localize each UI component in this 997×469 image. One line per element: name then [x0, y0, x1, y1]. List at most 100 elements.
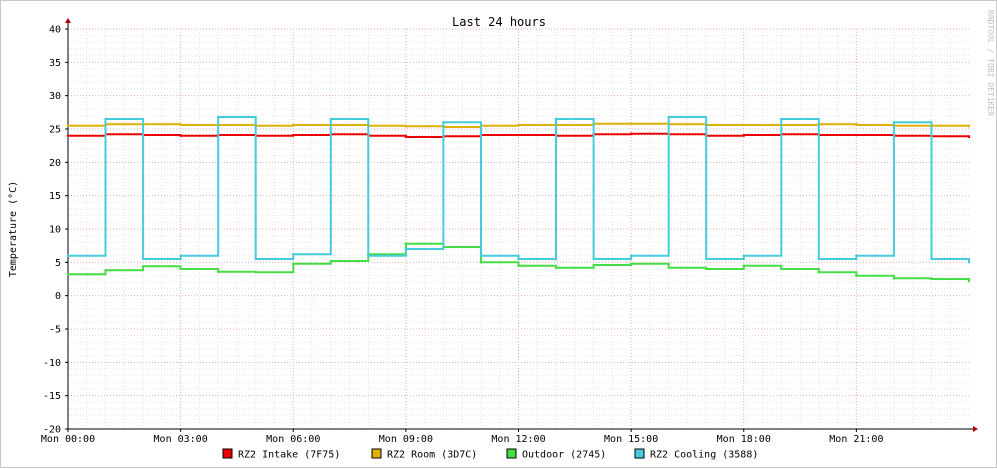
data-point [104, 269, 107, 272]
data-point [742, 123, 745, 127]
data-point [141, 265, 145, 268]
data-point [592, 257, 595, 261]
data-point [292, 262, 295, 265]
data-point [179, 134, 182, 137]
data-point [404, 242, 408, 245]
legend-label: RZ2 Cooling (3588) [650, 450, 758, 461]
y-tick-label: -10 [43, 358, 61, 369]
data-point [780, 267, 783, 271]
legend-swatch [371, 448, 382, 459]
y-tick-label: 30 [49, 91, 61, 102]
x-tick-label: Mon 18:00 [717, 434, 771, 445]
y-tick-label: 40 [49, 25, 61, 36]
x-axis-arrow [973, 426, 978, 432]
data-point [179, 267, 182, 271]
data-point [66, 134, 70, 137]
data-point [855, 133, 858, 137]
series-line [68, 116, 970, 263]
data-point [742, 254, 745, 257]
data-point [855, 274, 858, 277]
data-point [66, 124, 70, 127]
data-point [66, 254, 70, 257]
data-point [141, 257, 145, 261]
watermark: RRDTOOL / TOBI OETIKER [986, 10, 995, 116]
data-point [930, 277, 933, 281]
data-point [179, 254, 182, 257]
chart-title: Last 24 hours [452, 15, 546, 29]
data-point [554, 266, 558, 269]
x-tick-label: Mon 09:00 [379, 434, 433, 445]
data-point [216, 115, 220, 119]
axes [65, 18, 978, 432]
data-point [254, 271, 257, 274]
data-point [404, 247, 408, 251]
x-tick-label: Mon 00:00 [41, 434, 95, 445]
data-point [705, 267, 708, 271]
data-point [967, 279, 971, 283]
legend-swatch [222, 448, 233, 459]
data-point [629, 122, 633, 125]
data-point [179, 123, 182, 127]
y-tick-label: -15 [43, 391, 61, 402]
legend-swatch [506, 448, 517, 459]
data-point [517, 123, 520, 127]
data-point [855, 254, 858, 257]
data-point [967, 135, 971, 139]
data-point [629, 262, 633, 265]
grid [67, 28, 969, 430]
data-point [967, 261, 971, 264]
data-point [329, 259, 332, 263]
data-point [592, 263, 595, 267]
y-tick-label: 10 [49, 225, 61, 236]
data-point [292, 133, 295, 137]
y-tick-label: 5 [55, 258, 61, 269]
legend-swatch [634, 448, 645, 459]
x-tick-label: Mon 03:00 [154, 434, 208, 445]
legend: RZ2 Intake (7F75) RZ2 Room (3D7C) Outdoor … [222, 448, 758, 461]
data-point [517, 133, 520, 137]
legend-label: RZ2 Intake (7F75) [238, 450, 340, 461]
y-tick-label: 20 [49, 158, 61, 169]
y-axis-label: Temperature (°C) [8, 181, 19, 277]
x-tick-label: Mon 12:00 [491, 434, 545, 445]
y-tick-label: 35 [49, 58, 61, 69]
data-point [667, 115, 670, 119]
data-point [66, 273, 70, 276]
y-tick-label: -5 [49, 325, 61, 336]
legend-label: RZ2 Room (3D7C) [387, 450, 477, 461]
x-tick-label: Mon 15:00 [604, 434, 658, 445]
data-point [780, 117, 783, 121]
data-point [554, 117, 558, 121]
x-tick-label: Mon 06:00 [266, 434, 320, 445]
data-point [254, 257, 257, 261]
x-tick-label: Mon 21:00 [829, 434, 883, 445]
data-point [930, 257, 933, 261]
data-point [629, 132, 633, 135]
series-lines [66, 115, 971, 283]
data-point [892, 277, 896, 280]
data-point [667, 266, 670, 269]
data-point [855, 123, 858, 127]
y-tick-label: 0 [55, 291, 61, 302]
data-point [442, 121, 445, 124]
data-point [292, 253, 295, 256]
data-point [104, 117, 107, 121]
data-point [817, 257, 821, 261]
data-point [817, 271, 821, 274]
data-point [629, 254, 633, 257]
data-point [479, 254, 483, 257]
data-point [967, 125, 971, 128]
legend-label: Outdoor (2745) [522, 450, 606, 461]
data-point [404, 125, 408, 128]
data-point [742, 264, 745, 267]
data-point [705, 257, 708, 261]
y-axis-arrow [65, 18, 71, 23]
data-point [479, 261, 483, 264]
data-point [517, 257, 520, 261]
data-point [216, 270, 220, 273]
data-point [329, 117, 332, 121]
y-tick-label: 15 [49, 191, 61, 202]
data-point [292, 123, 295, 127]
